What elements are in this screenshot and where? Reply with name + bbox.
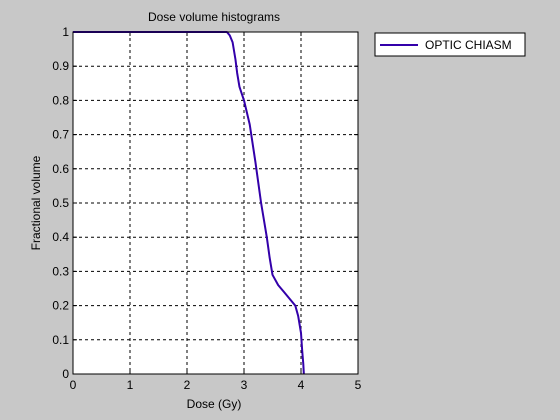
legend[interactable]: OPTIC CHIASM <box>374 32 526 57</box>
y-tick-label: 0.5 <box>52 196 69 210</box>
y-tick-label: 0.2 <box>52 299 69 313</box>
x-tick-label: 2 <box>184 378 191 392</box>
y-tick-label: 1 <box>62 25 69 39</box>
chart-title: Dose volume histograms <box>148 10 280 24</box>
x-tick-label: 1 <box>127 378 134 392</box>
y-tick-label: 0 <box>62 367 69 381</box>
y-tick-label: 0.1 <box>52 333 69 347</box>
plot-frame <box>72 31 359 375</box>
x-axis-label: Dose (Gy) <box>187 397 242 411</box>
series-line-optic-chiasm <box>73 31 305 375</box>
series-layer <box>73 31 305 375</box>
y-tick-label: 0.3 <box>52 264 69 278</box>
x-tick-label: 0 <box>70 378 77 392</box>
legend-label: OPTIC CHIASM <box>425 38 512 52</box>
x-tick-label: 5 <box>355 378 362 392</box>
grid <box>73 32 358 374</box>
x-tick-label: 4 <box>298 378 305 392</box>
legend-box <box>374 32 526 57</box>
y-tick-label: 0.9 <box>52 59 69 73</box>
y-tick-label: 0.8 <box>52 93 69 107</box>
y-axis-label: Fractional volume <box>29 155 43 250</box>
y-tick-label: 0.7 <box>52 128 69 142</box>
y-tick-label: 0.6 <box>52 162 69 176</box>
x-tick-label: 3 <box>241 378 248 392</box>
plot-area <box>73 32 358 374</box>
y-tick-label: 0.4 <box>52 230 69 244</box>
